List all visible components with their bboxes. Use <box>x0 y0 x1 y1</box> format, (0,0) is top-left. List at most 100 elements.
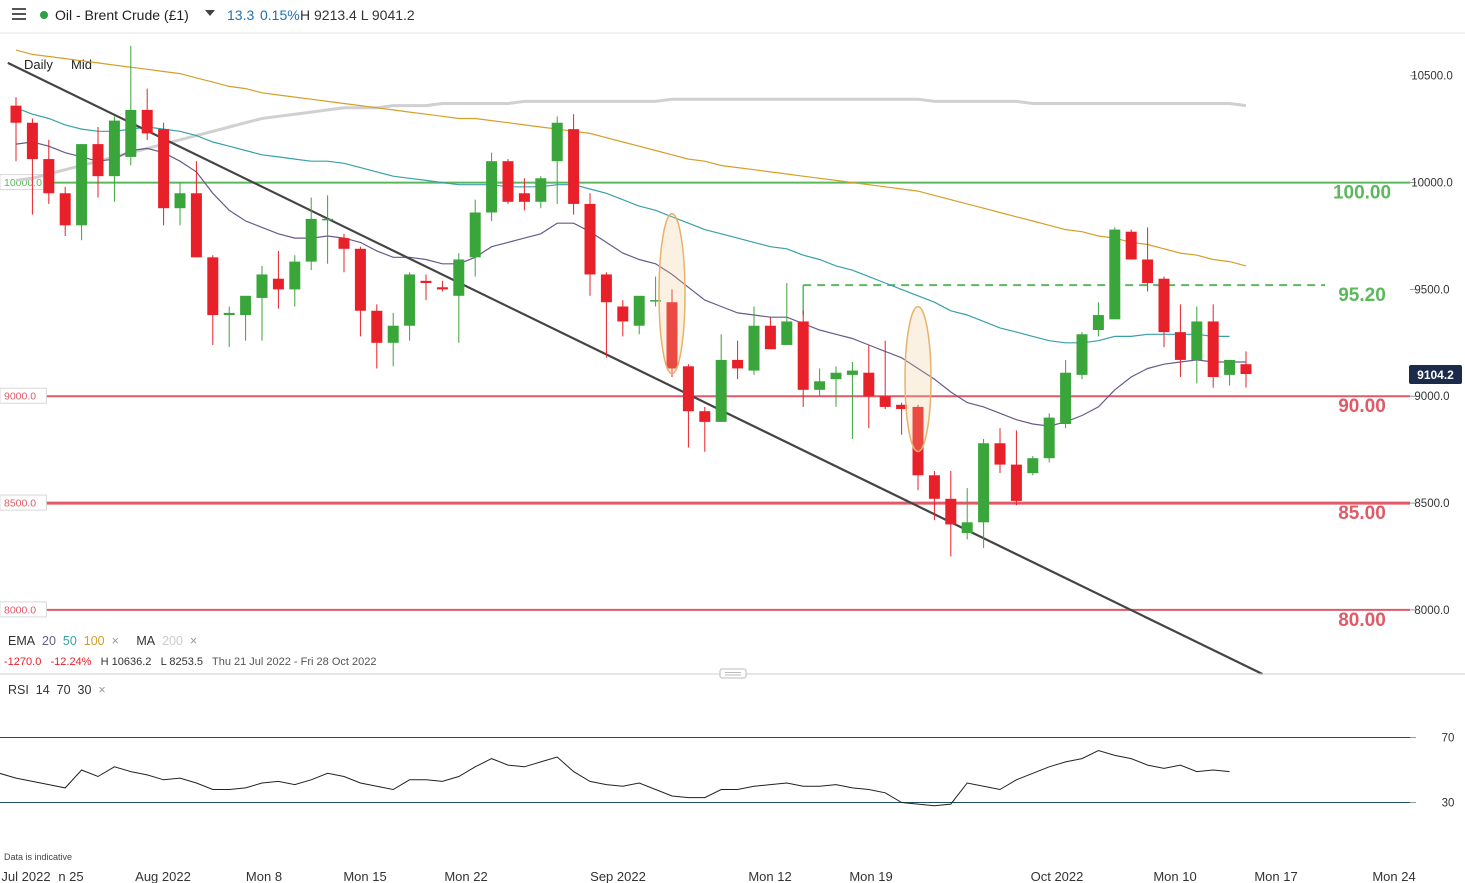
candle-body-14 <box>240 295 252 316</box>
x-tick-label-9: Oct 2022 <box>1031 869 1084 883</box>
candle-body-52 <box>863 372 875 397</box>
candle-body-39 <box>650 300 662 302</box>
candle-body-60 <box>994 443 1006 465</box>
candle-body-16 <box>272 278 284 290</box>
rsi-lower: 30 <box>77 683 92 697</box>
candle-body-62 <box>1027 458 1039 474</box>
candle-body-28 <box>469 212 481 258</box>
candle-body-40 <box>666 302 678 369</box>
candle-body-33 <box>551 122 563 162</box>
x-tick-label-6: Sep 2022 <box>590 869 646 883</box>
ma-close-icon[interactable]: × <box>189 634 198 648</box>
ema20-line <box>15 141 1246 427</box>
candle-body-61 <box>1010 464 1022 501</box>
x-tick-label-7: Mon 12 <box>748 869 791 883</box>
ema-legend: EMA 20 50 100 × MA 200 × <box>8 634 197 648</box>
level-tag-text-2: 9000.0 <box>4 391 36 403</box>
y-tick-label-2: 9500.0 <box>1414 284 1449 296</box>
y-tick-label-5: 8000.0 <box>1414 605 1449 617</box>
instrument-title[interactable]: Oil - Brent Crude (£1) <box>55 7 189 23</box>
candles <box>10 45 1252 557</box>
candle-body-37 <box>617 306 629 322</box>
rsi-pane: 70 30 <box>0 733 1454 810</box>
market-status-icon <box>40 11 48 19</box>
candle-body-30 <box>502 161 514 202</box>
candle-body-25 <box>420 280 432 283</box>
candle-body-50 <box>830 372 842 380</box>
candle-body-7 <box>125 109 137 157</box>
ema-close-icon[interactable]: × <box>111 634 119 648</box>
level-tag-2 <box>0 387 47 404</box>
candle-body-41 <box>682 366 694 412</box>
y-axis: 10500.0 10000.0 9500.0 9000.0 8500.0 8000.0 91… <box>1409 71 1462 617</box>
stats-high: H 10636.2 <box>100 656 152 668</box>
high-low: H 9213.4 L 9041.2 <box>300 7 415 23</box>
data-disclaimer: Data is indicative <box>4 852 73 862</box>
candle-body-48 <box>797 321 809 390</box>
candle-body-15 <box>256 274 268 298</box>
x-tick-label-10: Mon 10 <box>1153 869 1196 883</box>
interval-selector[interactable]: Daily <box>24 57 53 72</box>
candle-body-11 <box>190 193 202 258</box>
x-tick-label-3: Mon 8 <box>246 869 282 883</box>
candle-body-44 <box>732 359 744 369</box>
rsi-close-icon[interactable]: × <box>98 683 106 697</box>
candle-body-17 <box>289 261 301 290</box>
x-tick-label-1: n 25 <box>58 869 83 883</box>
level-label-2: 90.00 <box>1338 396 1386 417</box>
rsi-line <box>0 749 1230 807</box>
ema-100-label: 100 <box>83 634 105 648</box>
candle-body-63 <box>1043 417 1055 459</box>
highlight-ellipse-0 <box>658 212 686 375</box>
candle-body-0 <box>10 105 22 123</box>
level-label-0: 100.00 <box>1333 183 1391 204</box>
menu-icon[interactable] <box>12 8 26 22</box>
annotations <box>658 212 932 453</box>
candle-body-42 <box>699 411 711 422</box>
pane-resize-handle[interactable] <box>719 668 747 679</box>
ma200-line <box>15 97 1247 182</box>
chart-header: Oil - Brent Crude (£1) 13.3 0.15% H 9213… <box>0 0 1465 32</box>
trendline <box>7 61 1263 675</box>
candle-body-35 <box>584 203 596 275</box>
candle-body-6 <box>108 120 120 177</box>
x-tick-label-12: Mon 24 <box>1372 869 1415 883</box>
chevron-down-icon[interactable] <box>205 10 215 16</box>
level-label-3: 85.00 <box>1338 503 1386 524</box>
candle-body-71 <box>1174 332 1186 360</box>
candle-body-22 <box>371 310 383 343</box>
candle-body-27 <box>453 259 465 296</box>
y-tick-label-0: 10500.0 <box>1411 71 1453 83</box>
price-type-selector[interactable]: Mid <box>71 57 92 72</box>
x-tick-label-8: Mon 19 <box>849 869 892 883</box>
candle-body-66 <box>1092 315 1104 330</box>
moving-averages <box>15 49 1247 427</box>
candle-body-31 <box>518 193 530 202</box>
rsi-band-label-1: 30 <box>1442 798 1455 810</box>
stats-change: -1270.0 <box>4 656 42 668</box>
candle-body-58 <box>961 522 973 533</box>
highlight-ellipse-1 <box>904 305 932 453</box>
candle-body-20 <box>338 238 350 249</box>
ema-50-label: 50 <box>62 634 77 648</box>
candle-body-13 <box>223 312 235 316</box>
stats-low: L 8253.5 <box>160 656 203 668</box>
candle-body-45 <box>748 325 760 371</box>
ema100-line <box>15 49 1247 267</box>
candle-body-70 <box>1158 278 1170 333</box>
candle-body-67 <box>1109 229 1121 320</box>
x-axis: Jul 2022 n 25 Aug 2022 Mon 8 Mon 15 Mon 22 Sep… <box>1 869 1415 883</box>
last-price-tag <box>1409 364 1462 384</box>
candle-body-18 <box>305 218 317 262</box>
candle-body-32 <box>535 178 547 202</box>
candle-body-65 <box>1076 334 1088 375</box>
candle-body-24 <box>404 274 416 326</box>
candle-body-34 <box>568 129 580 204</box>
candle-body-73 <box>1207 321 1219 378</box>
candle-body-51 <box>846 370 858 375</box>
candle-body-21 <box>354 248 366 311</box>
candle-body-43 <box>715 359 727 422</box>
y-tick-label-1: 10000.0 <box>1411 178 1453 190</box>
candle-body-75 <box>1240 364 1252 375</box>
